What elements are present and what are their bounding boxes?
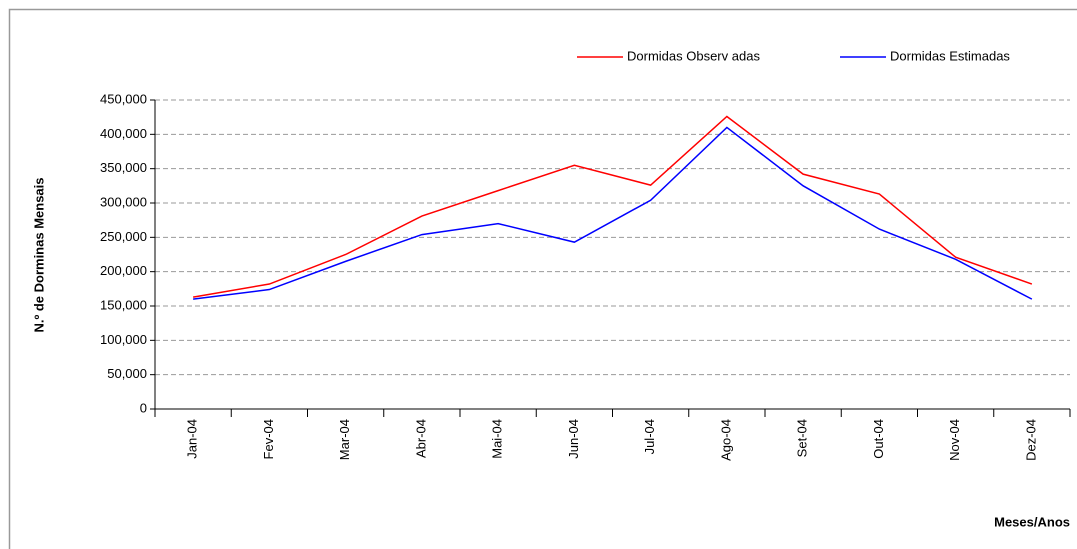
x-tick-label: Jul-04 (642, 419, 657, 454)
x-tick-label: Fev-04 (261, 419, 276, 459)
x-tick-label: Dez-04 (1023, 419, 1038, 461)
x-tick-label: Mar-04 (337, 419, 352, 460)
line-series (193, 126, 1033, 300)
legend-label: Dormidas Observ adas (627, 48, 760, 63)
y-tick-label: 350,000 (100, 160, 147, 175)
x-tick-label: Set-04 (795, 419, 810, 457)
x-tick-label: Jan-04 (185, 419, 200, 459)
y-axis-label: N.º de Dorminas Mensais (31, 177, 46, 332)
y-tick-label: 200,000 (100, 263, 147, 278)
y-tick-label: 50,000 (107, 366, 147, 381)
x-tick-label: Ago-04 (718, 419, 733, 461)
y-tick-label: 150,000 (100, 297, 147, 312)
x-axis-label: Meses/Anos (994, 514, 1070, 529)
x-tick-label: Jun-04 (566, 419, 581, 459)
y-tick-label: 450,000 (100, 91, 147, 106)
line-series (192, 115, 1033, 298)
y-tick-label: 250,000 (100, 229, 147, 244)
x-tick-label: Mai-04 (490, 419, 505, 459)
x-tick-label: Out-04 (871, 419, 886, 459)
y-tick-label: 400,000 (100, 126, 147, 141)
y-tick-label: 100,000 (100, 332, 147, 347)
x-tick-label: Nov-04 (947, 419, 962, 461)
legend-label: Dormidas Estimadas (890, 48, 1010, 63)
x-tick-label: Abr-04 (413, 419, 428, 458)
y-tick-label: 300,000 (100, 194, 147, 209)
chart-frame (8, 8, 1077, 549)
y-tick-label: 0 (140, 400, 147, 415)
